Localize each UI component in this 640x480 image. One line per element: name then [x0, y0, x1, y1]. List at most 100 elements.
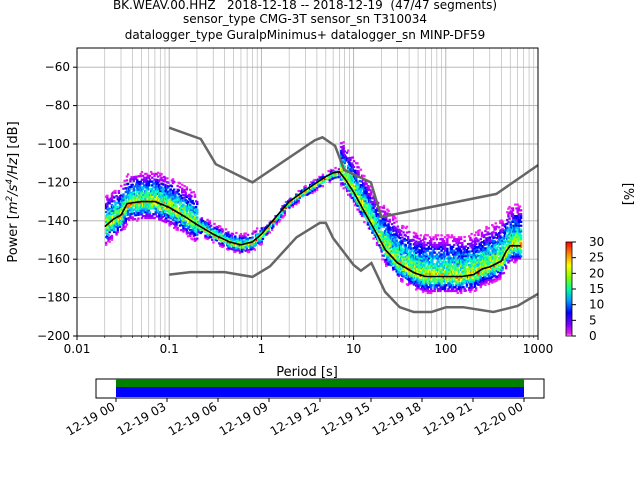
density-cell	[349, 158, 352, 161]
density-cell	[141, 182, 145, 185]
density-cell	[400, 249, 403, 252]
density-cell	[519, 216, 523, 220]
density-cell	[413, 253, 417, 256]
density-cell	[472, 259, 476, 262]
density-cell	[446, 241, 449, 245]
density-cell	[123, 195, 126, 198]
density-cell	[447, 289, 450, 293]
density-cell	[430, 240, 433, 243]
density-cell	[423, 258, 426, 261]
density-cell	[446, 243, 449, 247]
density-cell	[118, 198, 122, 202]
density-cell	[413, 245, 417, 248]
density-cell	[425, 284, 428, 287]
density-cell	[484, 251, 487, 254]
density-cell	[494, 251, 497, 254]
density-cell	[145, 178, 148, 181]
density-cell	[477, 283, 480, 286]
density-cell	[463, 239, 466, 242]
density-cell	[332, 177, 335, 180]
colorbar-tick-label: 0	[589, 329, 597, 343]
density-cell	[472, 255, 476, 258]
density-cell	[418, 237, 421, 240]
density-cell	[508, 259, 511, 263]
density-cell	[370, 191, 373, 194]
density-cell	[400, 229, 403, 233]
density-cell	[212, 241, 215, 244]
density-cell	[156, 175, 160, 178]
density-cell	[472, 253, 476, 256]
density-cell	[167, 185, 170, 188]
density-cell	[194, 213, 198, 216]
density-cell	[145, 172, 148, 175]
density-cell	[404, 226, 408, 230]
density-cell	[438, 241, 441, 245]
density-cell	[182, 203, 185, 206]
y-tick-label: −80	[45, 99, 70, 113]
density-cell	[362, 201, 365, 204]
density-cell	[518, 232, 522, 235]
density-cell	[426, 288, 429, 291]
density-cell	[470, 282, 473, 285]
density-cell	[297, 199, 300, 202]
density-cell	[365, 182, 368, 186]
y-tick-label: −140	[37, 214, 70, 228]
density-cell	[232, 244, 236, 247]
density-cell	[264, 231, 267, 234]
density-cell	[226, 234, 229, 237]
density-cell	[433, 288, 436, 291]
density-cell	[334, 176, 337, 179]
density-cell	[383, 245, 387, 248]
density-cell	[178, 220, 182, 223]
density-cell	[402, 225, 405, 228]
density-cell	[241, 235, 244, 238]
x-tick-label: 1	[258, 342, 266, 356]
density-cell	[363, 221, 366, 224]
density-cell	[426, 291, 429, 295]
density-cell	[389, 231, 393, 234]
density-cell	[368, 189, 372, 192]
density-cell	[443, 236, 447, 239]
density-cell	[379, 246, 382, 249]
density-cell	[463, 287, 466, 290]
density-cell	[438, 251, 441, 254]
coverage-tick-label: 12-19 18	[370, 399, 424, 438]
density-cell	[453, 249, 456, 252]
density-cell	[418, 243, 421, 246]
density-cell	[450, 234, 454, 237]
density-cell	[181, 208, 184, 211]
density-cell	[113, 227, 116, 230]
density-cell	[401, 240, 404, 243]
density-cell	[435, 253, 439, 256]
density-cell	[388, 220, 391, 223]
density-cell	[283, 208, 287, 211]
density-cell	[167, 181, 170, 184]
density-cell	[230, 234, 234, 237]
density-cell	[441, 238, 444, 241]
density-cell	[501, 266, 504, 269]
density-cell	[477, 274, 480, 277]
density-cell	[454, 268, 457, 271]
density-cell	[439, 259, 442, 262]
density-cell	[270, 226, 274, 229]
density-cell	[500, 219, 503, 222]
density-cell	[499, 273, 502, 276]
density-cell	[133, 217, 137, 221]
density-cell	[105, 243, 108, 246]
density-cell	[508, 234, 511, 238]
density-cell	[116, 198, 119, 201]
density-cell	[410, 282, 413, 285]
density-cell	[234, 250, 237, 253]
noise-model-high-line	[168, 126, 538, 219]
density-cell	[134, 192, 138, 196]
density-cell	[499, 258, 502, 261]
density-cell	[427, 245, 431, 248]
density-cell	[461, 243, 464, 247]
y-tick-label: −200	[37, 329, 70, 343]
density-cell	[415, 240, 418, 243]
density-cell	[154, 180, 157, 183]
density-cell	[185, 205, 189, 208]
density-cell	[402, 275, 405, 278]
density-cell	[171, 178, 175, 181]
density-cell	[450, 249, 454, 252]
